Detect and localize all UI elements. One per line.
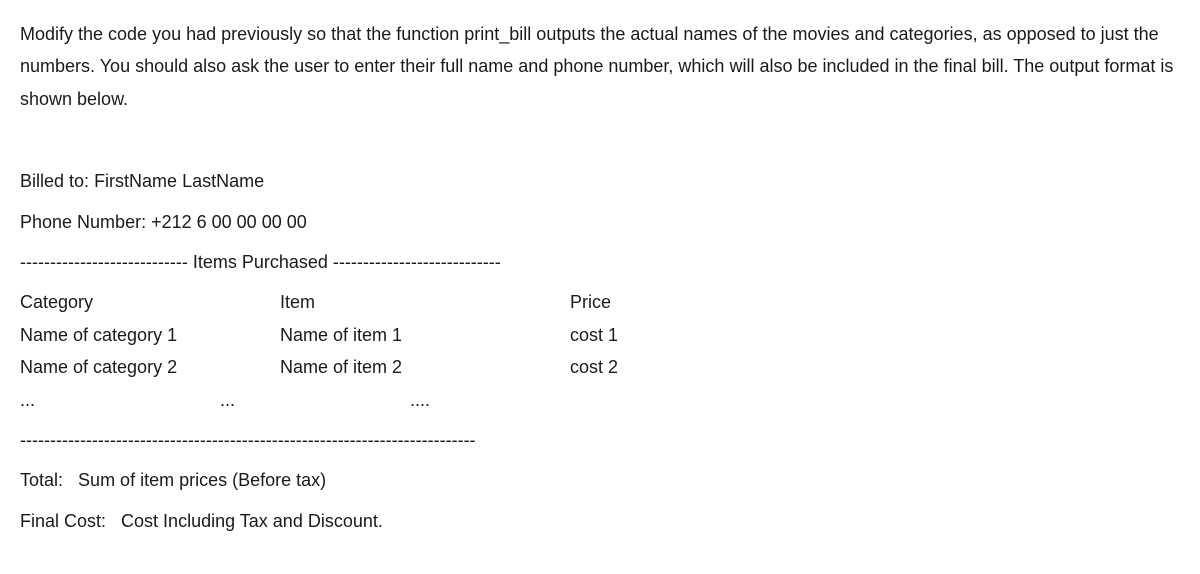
cell-price: cost 1 xyxy=(570,319,720,351)
total-value: Sum of item prices (Before tax) xyxy=(78,470,326,490)
billed-to-line: Billed to: FirstName LastName xyxy=(20,165,1180,197)
bottom-separator: ----------------------------------------… xyxy=(20,424,1180,456)
billed-to-label: Billed to: xyxy=(20,171,89,191)
header-category: Category xyxy=(20,286,280,318)
final-cost-label: Final Cost: xyxy=(20,511,106,531)
total-label: Total: xyxy=(20,470,63,490)
phone-label: Phone Number: xyxy=(20,212,146,232)
final-cost-value: Cost Including Tax and Discount. xyxy=(121,511,383,531)
table-header-row: Category Item Price xyxy=(20,286,1180,318)
instruction-text: Modify the code you had previously so th… xyxy=(20,18,1180,115)
table-row: Name of category 2 Name of item 2 cost 2 xyxy=(20,351,1180,383)
ellipsis: ... xyxy=(20,384,220,416)
phone-value: +212 6 00 00 00 00 xyxy=(151,212,307,232)
cell-item: Name of item 1 xyxy=(280,319,570,351)
phone-line: Phone Number: +212 6 00 00 00 00 xyxy=(20,206,1180,238)
cell-category: Name of category 1 xyxy=(20,319,280,351)
ellipsis-row: ... ... .... xyxy=(20,384,1180,416)
items-purchased-separator: ---------------------------- Items Purch… xyxy=(20,246,1180,278)
total-line: Total: Sum of item prices (Before tax) xyxy=(20,464,1180,496)
ellipsis: .... xyxy=(410,384,510,416)
ellipsis: ... xyxy=(220,384,410,416)
billed-to-value: FirstName LastName xyxy=(94,171,264,191)
header-price: Price xyxy=(570,286,720,318)
header-item: Item xyxy=(280,286,570,318)
final-cost-line: Final Cost: Cost Including Tax and Disco… xyxy=(20,505,1180,537)
table-row: Name of category 1 Name of item 1 cost 1 xyxy=(20,319,1180,351)
cell-item: Name of item 2 xyxy=(280,351,570,383)
cell-price: cost 2 xyxy=(570,351,720,383)
cell-category: Name of category 2 xyxy=(20,351,280,383)
